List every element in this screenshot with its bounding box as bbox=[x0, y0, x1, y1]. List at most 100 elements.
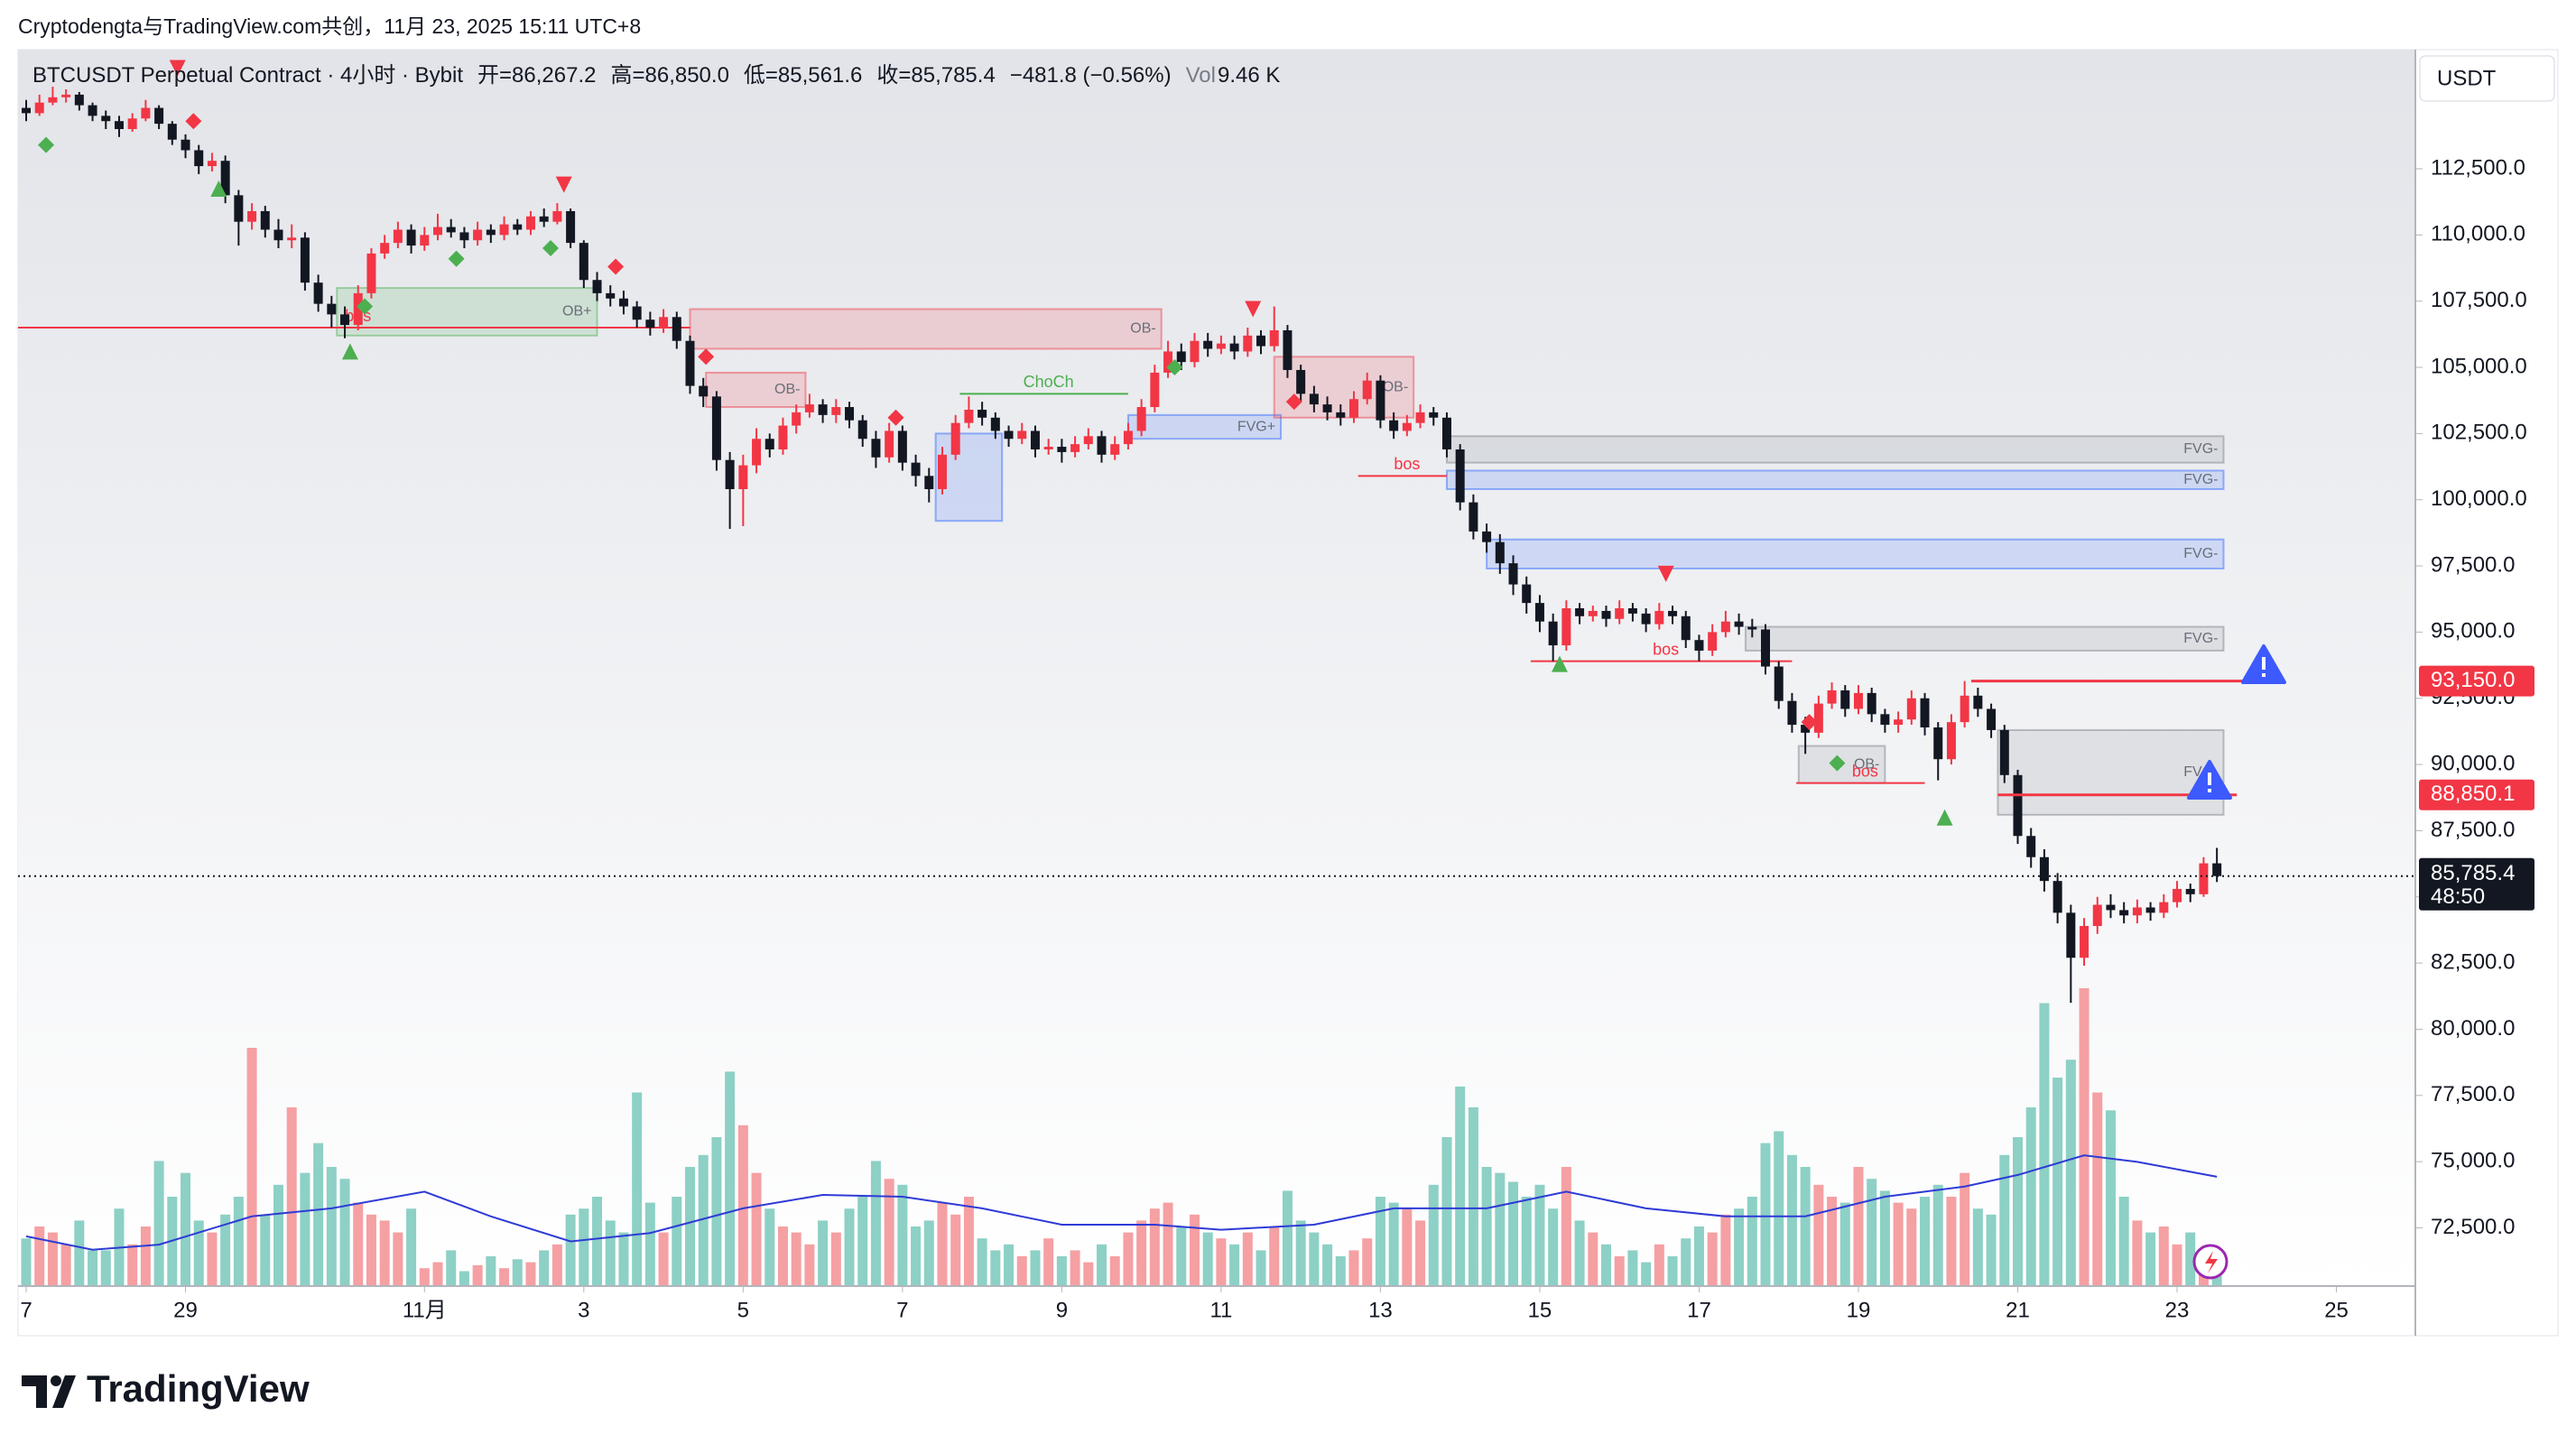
volume-bar bbox=[698, 1154, 709, 1286]
volume-bar bbox=[1774, 1131, 1784, 1286]
volume-bar bbox=[1588, 1232, 1598, 1286]
candle-body bbox=[1110, 444, 1120, 455]
candle-body bbox=[792, 412, 802, 426]
volume-bar bbox=[764, 1208, 775, 1286]
volume-bar bbox=[1242, 1232, 1253, 1286]
candle-body bbox=[1853, 692, 1863, 709]
candle-body bbox=[1627, 607, 1637, 614]
candle-body bbox=[964, 409, 974, 423]
volume-bar bbox=[1614, 1256, 1625, 1286]
candle-body bbox=[61, 94, 71, 97]
signal-marker bbox=[1829, 754, 1846, 772]
volume-bar bbox=[1004, 1244, 1015, 1286]
volume-bar bbox=[658, 1232, 669, 1286]
volume-bar bbox=[1734, 1208, 1745, 1286]
candle-body bbox=[194, 150, 204, 167]
currency-button[interactable] bbox=[2419, 55, 2555, 102]
volume-bar bbox=[592, 1197, 603, 1286]
volume-bar bbox=[1229, 1244, 1240, 1286]
x-tick-label: 3 bbox=[578, 1298, 589, 1322]
candle-body bbox=[1694, 640, 1704, 651]
candle-body bbox=[486, 229, 496, 236]
candle-body bbox=[1402, 422, 1412, 431]
candle-body bbox=[340, 314, 350, 326]
candle-body bbox=[1588, 610, 1598, 616]
alert-icon[interactable] bbox=[2187, 760, 2232, 800]
candle-body bbox=[1801, 725, 1811, 733]
candle-body bbox=[738, 465, 748, 489]
volume-bar bbox=[472, 1264, 483, 1286]
volume-bar bbox=[1906, 1208, 1917, 1286]
volume-bar bbox=[300, 1172, 310, 1286]
candle-body bbox=[154, 107, 164, 125]
candle-body bbox=[234, 195, 244, 222]
structure-label: ChoCh bbox=[1024, 373, 1074, 391]
volume-bar bbox=[1388, 1202, 1399, 1286]
volume-bar bbox=[34, 1226, 45, 1286]
y-tick-label: 102,500.0 bbox=[2431, 421, 2527, 445]
volume-bar bbox=[1720, 1214, 1731, 1286]
candle-body bbox=[406, 229, 416, 246]
zone-label: FVG+ bbox=[1237, 419, 1275, 434]
candle-body bbox=[1495, 542, 1505, 564]
volume-bar bbox=[419, 1268, 430, 1286]
volume-bar bbox=[1163, 1202, 1173, 1286]
icon-bolt bbox=[2205, 1251, 2218, 1273]
candle-body bbox=[978, 409, 987, 418]
candle-body bbox=[1229, 343, 1239, 352]
candle-body bbox=[990, 417, 1000, 431]
volume-bar bbox=[963, 1197, 974, 1286]
candle-body bbox=[606, 292, 616, 299]
candle-body bbox=[592, 280, 602, 293]
replay-icon[interactable] bbox=[2192, 1244, 2229, 1280]
alert-icon[interactable] bbox=[2241, 644, 2286, 684]
volume-bar bbox=[1083, 1262, 1094, 1286]
legend-volume-value: 9.46 K bbox=[1218, 63, 1280, 88]
volume-bar bbox=[632, 1092, 643, 1286]
candle-body bbox=[393, 229, 403, 244]
candle-body bbox=[1163, 351, 1173, 373]
volume-bar bbox=[1295, 1220, 1306, 1286]
volume-bar bbox=[379, 1220, 390, 1286]
candle-body bbox=[1946, 722, 1956, 760]
signal-marker bbox=[1285, 393, 1302, 411]
candle-body bbox=[459, 232, 469, 241]
y-tick-label: 87,500.0 bbox=[2431, 818, 2515, 842]
candle-body bbox=[207, 161, 217, 167]
volume-bar bbox=[512, 1259, 523, 1286]
volume-bar bbox=[2039, 1003, 2050, 1286]
zone bbox=[1445, 469, 2225, 490]
volume-bar bbox=[937, 1202, 948, 1286]
signal-marker bbox=[185, 113, 202, 130]
candle-body bbox=[287, 237, 297, 241]
candle-body bbox=[1216, 343, 1226, 349]
candle-body bbox=[34, 102, 44, 114]
candle-body bbox=[1083, 436, 1093, 445]
candle-body bbox=[1880, 714, 1890, 726]
candle-body bbox=[1269, 329, 1279, 347]
candle-body bbox=[22, 107, 31, 114]
volume-bar bbox=[644, 1202, 655, 1286]
volume-bar bbox=[1309, 1232, 1320, 1286]
candle-body bbox=[313, 282, 323, 304]
zone-label: OB+ bbox=[562, 304, 591, 319]
candle-body bbox=[1429, 412, 1439, 418]
candle-body bbox=[897, 430, 907, 463]
volume-bar bbox=[1282, 1190, 1293, 1286]
volume-bar bbox=[499, 1268, 510, 1286]
signal-marker bbox=[887, 409, 904, 426]
volume-bar bbox=[737, 1125, 748, 1286]
x-tick-label: 17 bbox=[1687, 1298, 1711, 1322]
structure-label: bos bbox=[1852, 762, 1878, 780]
plot-area: OB-OB-FVG-FVG-FVG-FVG-FVG-OB+FVG+OB-OB-b… bbox=[18, 60, 2415, 1286]
legend-value: 收=85,785.4 bbox=[876, 63, 995, 88]
volume-bar bbox=[618, 1232, 629, 1286]
candle-body bbox=[764, 439, 774, 449]
volume-bar bbox=[181, 1172, 191, 1286]
volume-bar bbox=[220, 1214, 231, 1286]
volume-bar bbox=[406, 1208, 417, 1286]
candle-body bbox=[1043, 447, 1053, 449]
volume-bar bbox=[539, 1250, 550, 1286]
volume-bar bbox=[2025, 1107, 2036, 1286]
volume-bar bbox=[1574, 1220, 1585, 1286]
